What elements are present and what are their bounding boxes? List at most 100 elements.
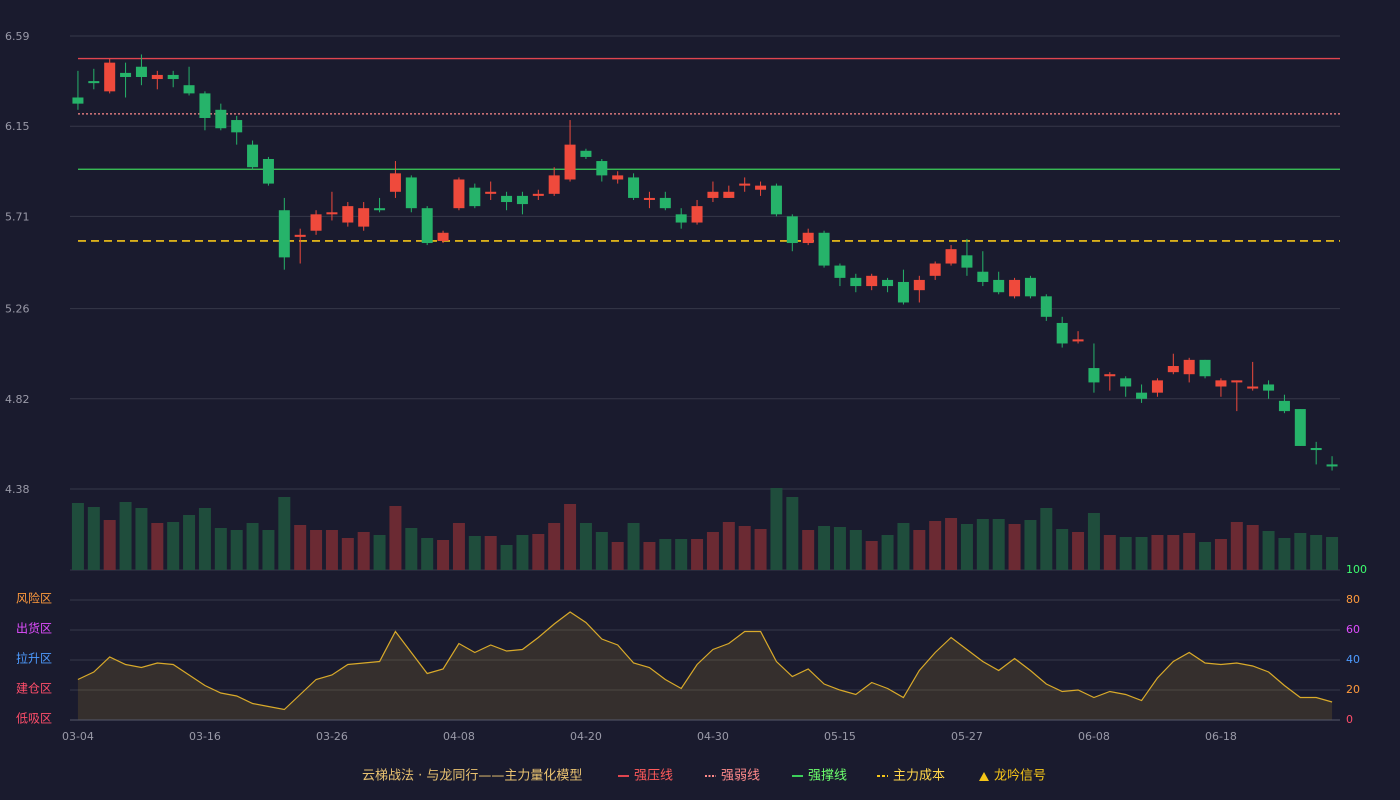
candle-body [310,214,322,231]
candle-body [643,197,655,200]
osc-tick-label: 20 [1346,683,1360,696]
candle-body [850,277,862,287]
candle-body [88,81,100,84]
volume-bar [945,518,958,570]
candle-body [1024,277,1036,297]
legend-label: 主力成本 [893,769,945,784]
volume-bar [1008,524,1021,570]
candle-body [882,279,894,287]
legend-label: 强弱线 [721,769,760,784]
candle-body [723,191,735,198]
volume-bar [1326,537,1339,570]
volume-bar [706,532,719,570]
volume-bar [1072,532,1085,570]
volume-bar [71,503,84,570]
volume-bar [1103,535,1116,570]
candle-body [612,175,624,180]
candle-body [1151,380,1163,393]
legend-label: 龙吟信号 [994,768,1046,784]
candle-body [564,144,576,180]
volume-bar [1214,539,1227,570]
y-tick-label: 6.59 [5,30,30,43]
volume-bar [1278,538,1291,570]
x-tick-label: 04-20 [570,730,602,743]
volume-bar [1262,531,1275,570]
candle-body [485,191,497,194]
x-tick-label: 04-08 [443,730,475,743]
candle-body [342,206,354,223]
volume-bar [1183,533,1196,570]
candle-body [993,279,1005,293]
volume-bar [135,508,148,570]
zone-label: 出货区 [16,621,52,636]
volume-bar [881,535,894,570]
candle-body [548,175,560,194]
volume-bar [167,522,180,570]
candle-body [1215,380,1227,387]
zone-label: 低吸区 [16,712,52,726]
volume-bar [802,530,815,570]
x-tick-label: 03-26 [316,730,348,743]
candle-body [961,255,973,268]
candle-body [866,275,878,287]
volume-bar [214,528,227,570]
volume-bar [1246,525,1259,570]
osc-tick-label: 40 [1346,653,1360,666]
candle-body [151,74,163,80]
volume-bar [532,534,545,570]
volume-bar [421,538,434,570]
volume-bar [548,523,561,570]
volume-bar [992,519,1005,570]
candle-body [262,158,274,184]
candle-body [977,271,989,282]
volume-bar [1087,513,1100,570]
volume-bar [976,519,989,570]
y-tick-label: 5.71 [5,210,30,223]
candle-body [104,62,116,92]
candle-body [389,173,401,192]
candle-body [691,206,703,223]
candle-body [1263,384,1275,391]
volume-bar [357,532,370,570]
candle-body [326,212,338,215]
volume-bar [897,523,910,570]
x-tick-label: 05-27 [951,730,983,743]
candle-body [231,120,243,133]
volume-bar [770,488,783,570]
volume-bar [818,526,831,570]
candle-body [421,208,433,244]
candle-body [1136,392,1148,399]
candle-body [516,195,528,205]
volume-bar [405,528,418,570]
candle-body [469,187,481,207]
candle-body [596,161,608,176]
candle-body [1104,374,1116,377]
volume-bar [262,530,275,570]
candle-body [659,197,671,209]
candle-body [183,85,195,94]
volume-bar [849,530,862,570]
candle-body [532,193,544,196]
candle-body [897,281,909,303]
volume-bar [786,497,799,570]
volume-bar [468,536,481,570]
osc-tick-label: 100 [1346,563,1367,576]
candle-body [358,208,370,227]
y-tick-label: 5.26 [5,303,30,316]
volume-bar [611,542,624,570]
volume-bar [1294,533,1307,570]
osc-tick-label: 0 [1346,713,1353,726]
candle-body [294,234,306,237]
candle-body [1088,368,1100,383]
candle-body [1056,322,1068,344]
volume-bar [595,532,608,570]
oscillator-area [77,612,1333,720]
x-tick-label: 04-30 [697,730,729,743]
candle-body [453,179,465,209]
volume-bar [484,536,497,570]
volume-bar [119,502,132,570]
legend-label: 强压线 [634,769,673,784]
volume-bar [691,539,704,570]
candle-body [786,216,798,244]
